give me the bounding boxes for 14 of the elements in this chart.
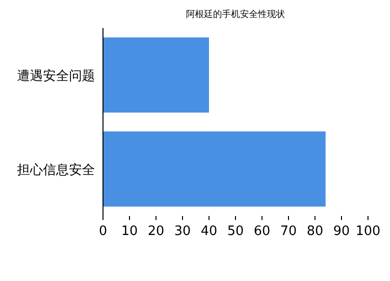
x-tick-label: 0 — [98, 224, 108, 239]
x-tick-label: 30 — [174, 224, 191, 239]
x-tick-label: 60 — [254, 224, 270, 239]
x-tick-label: 10 — [121, 224, 138, 239]
y-tick-label: 担心信息安全 — [17, 162, 95, 178]
x-tick-label: 50 — [227, 224, 244, 239]
y-tick-label: 遭遇安全问题 — [17, 68, 95, 84]
x-tick-label: 80 — [306, 224, 324, 239]
x-tick-label: 100 — [356, 224, 380, 239]
chart-title: 阿根廷的手机安全性现状 — [186, 9, 285, 20]
x-tick-label: 40 — [200, 224, 218, 239]
x-tick-label: 70 — [280, 224, 297, 239]
x-tick-label: 20 — [148, 224, 164, 239]
x-tick-label: 90 — [333, 224, 350, 239]
